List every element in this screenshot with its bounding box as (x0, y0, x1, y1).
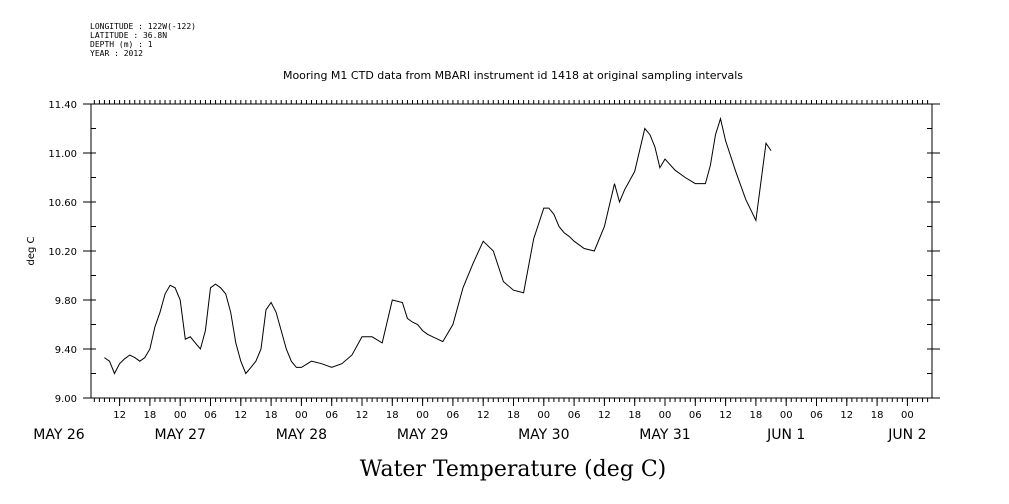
x-tick-label: 06 (325, 410, 338, 421)
x-tick-label: 06 (689, 410, 702, 421)
y-axis-label: deg C (26, 236, 37, 265)
x-tick-label: 12 (356, 410, 369, 421)
x-tick-label: 06 (447, 410, 460, 421)
x-tick-label: 18 (750, 410, 763, 421)
x-axis: 12 18 00 06 12 18 00 06 12 18 00 06 12 18 00 06 12 18 00 06… (33, 100, 929, 443)
x-tick-label: 18 (265, 410, 278, 421)
x-tick-label: 18 (507, 410, 520, 421)
y-tick-label: 11.40 (48, 100, 77, 111)
y-tick-label: 10.20 (48, 247, 77, 258)
x-tick-label: 00 (537, 410, 550, 421)
x-tick-label: 18 (144, 410, 157, 421)
x-tick-label: 00 (416, 410, 429, 421)
x-day-label: MAY 29 (397, 427, 448, 443)
y-tick-label: 9.40 (55, 345, 77, 356)
x-tick-label: 00 (901, 410, 914, 421)
x-day-label: MAY 26 (33, 427, 84, 443)
x-tick-label: 18 (386, 410, 399, 421)
x-tick-label: 12 (719, 410, 732, 421)
series-line (104, 116, 772, 375)
x-tick-label: 18 (871, 410, 884, 421)
x-tick-label: 00 (659, 410, 672, 421)
latitude-text: LATITUDE : 36.8N (90, 31, 167, 40)
x-day-label: JUN 2 (887, 427, 926, 443)
year-text: YEAR : 2012 (90, 49, 143, 58)
y-tick-label: 10.60 (48, 198, 77, 209)
chart-title: Mooring M1 CTD data from MBARI instrumen… (283, 69, 743, 82)
plot-frame (90, 103, 933, 399)
x-day-label: MAY 31 (639, 427, 690, 443)
x-tick-label: 06 (204, 410, 217, 421)
x-tick-label: 12 (234, 410, 247, 421)
x-day-label: MAY 28 (276, 427, 327, 443)
x-day-label: MAY 30 (518, 427, 569, 443)
x-tick-label: 00 (174, 410, 187, 421)
x-axis-label: Water Temperature (deg C) (360, 457, 667, 482)
x-tick-label: 12 (477, 410, 490, 421)
x-tick-label: 06 (568, 410, 581, 421)
x-tick-label: 00 (295, 410, 308, 421)
x-tick-label: 12 (840, 410, 853, 421)
longitude-text: LONGITUDE : 122W(-122) (90, 22, 196, 31)
x-day-label: MAY 27 (155, 427, 206, 443)
depth-text: DEPTH (m) : 1 (90, 40, 153, 49)
x-day-label: JUN 1 (766, 427, 805, 443)
y-tick-label: 9.80 (55, 296, 77, 307)
y-axis: 9.00 9.40 9.80 10.20 10.60 11.00 11.40 (48, 100, 940, 405)
y-tick-label: 11.00 (48, 149, 77, 160)
x-tick-label: 12 (598, 410, 611, 421)
y-tick-label: 9.00 (55, 394, 77, 405)
x-tick-label: 12 (113, 410, 126, 421)
x-tick-label: 18 (628, 410, 641, 421)
series-group (104, 116, 772, 375)
x-tick-label: 00 (780, 410, 793, 421)
x-tick-label: 06 (810, 410, 823, 421)
